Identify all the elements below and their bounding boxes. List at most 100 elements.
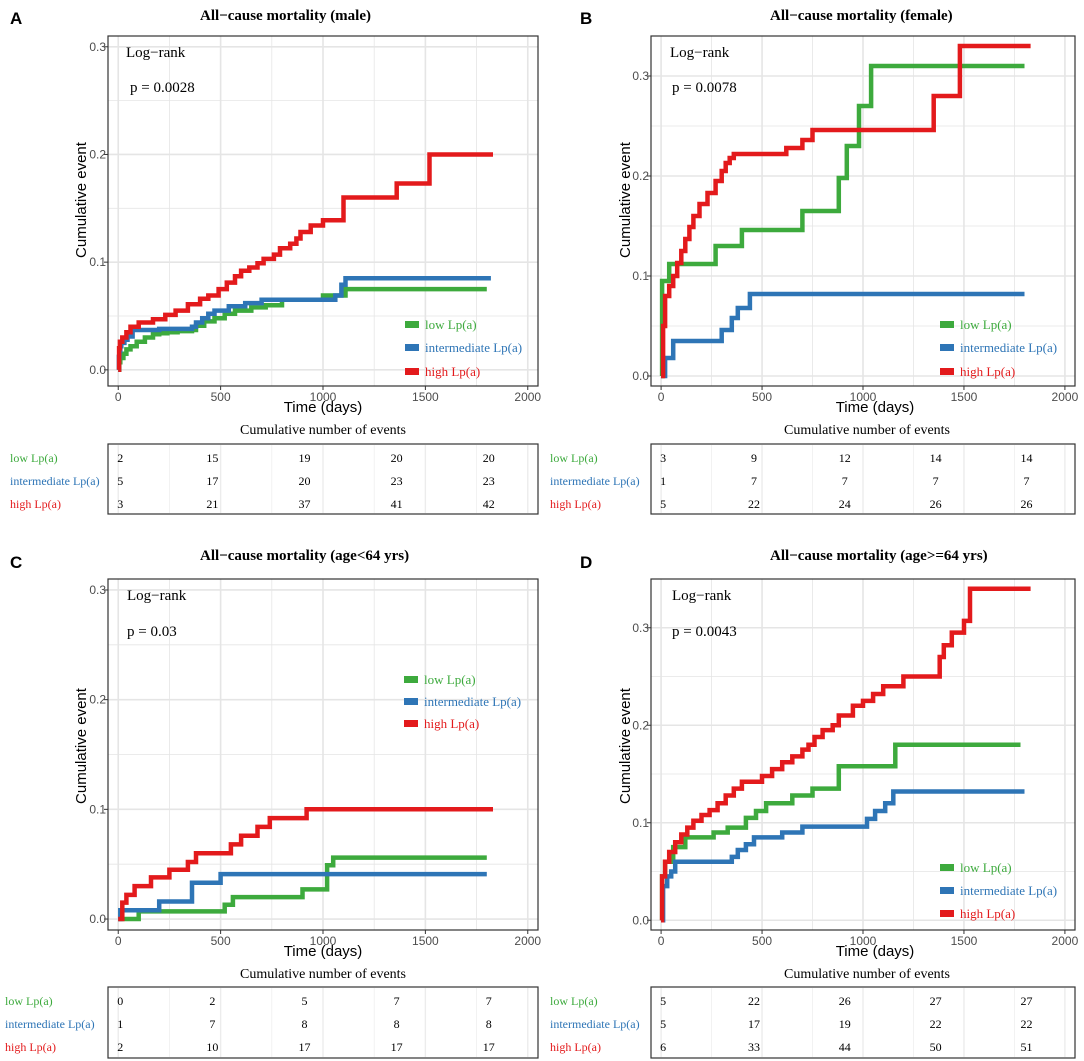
risk-cell: 6 [660,1040,666,1054]
risk-row-label-low: low Lp(a) [550,451,598,465]
panel-letter: B [580,9,592,28]
y-tick-label: 0.3 [632,621,649,635]
risk-cell: 50 [930,1040,942,1054]
legend: low Lp(a) intermediate Lp(a) high Lp(a) [940,860,1057,921]
risk-row-label-high: high Lp(a) [550,1040,601,1054]
y-tick-label: 0.1 [89,255,106,269]
y-tick-label: 0.3 [89,40,106,54]
risk-table-title: Cumulative number of events [240,967,406,982]
x-tick-label: 0 [658,390,665,404]
risk-cell: 7 [842,474,848,488]
series-line-intermediate [660,789,1025,923]
x-tick-label: 2000 [1052,390,1079,404]
legend: low Lp(a) intermediate Lp(a) high Lp(a) [405,317,522,379]
x-tick-label: 500 [211,390,231,404]
x-axis-label: Time (days) [284,943,363,960]
legend-label-low: low Lp(a) [960,860,1012,875]
x-tick-label: 1000 [310,934,337,948]
y-tick-label: 0.2 [89,147,106,161]
y-tick-label: 0.0 [89,912,106,926]
legend-label-high: high Lp(a) [424,716,479,731]
y-tick-label: 0.2 [632,169,649,183]
risk-cell: 7 [751,474,757,488]
risk-cell: 19 [299,451,311,465]
panel-d: D All−cause mortality (age>=64 yrs) 0 500 10… [550,548,1079,1059]
risk-cell: 26 [1021,497,1033,511]
x-tick-label: 1500 [951,934,978,948]
log-rank-label: Log−rank [126,45,186,61]
risk-cell: 5 [660,1017,666,1031]
risk-row-label-intermediate: intermediate Lp(a) [10,474,100,488]
series-line-low [118,855,487,922]
x-tick-label: 500 [211,934,231,948]
p-value-label: p = 0.03 [127,624,177,640]
panel-letter: A [10,9,22,28]
risk-cell: 3 [117,497,123,511]
risk-cell: 5 [660,994,666,1008]
gridlines [651,578,1075,930]
series-line-high [118,807,493,922]
log-rank-label: Log−rank [670,45,730,61]
risk-row-label-intermediate: intermediate Lp(a) [550,474,640,488]
risk-row-label-intermediate: intermediate Lp(a) [5,1017,95,1031]
y-tick-label: 0.2 [89,693,106,707]
risk-table: low Lp(a) 2 15 19 20 20 intermediate Lp(a) 5 17 2… [10,443,539,515]
risk-cell: 10 [206,1040,218,1054]
risk-cell: 23 [391,474,403,488]
risk-cell: 27 [930,994,942,1008]
legend-label-intermediate: intermediate Lp(a) [960,340,1057,355]
legend-label-low: low Lp(a) [960,317,1012,332]
legend-label-intermediate: intermediate Lp(a) [425,340,522,355]
risk-cell: 26 [930,497,942,511]
risk-cell: 17 [299,1040,311,1054]
legend-label-high: high Lp(a) [960,906,1015,921]
chart-title: All−cause mortality (male) [200,8,371,24]
risk-cell: 7 [933,474,939,488]
plot-border [650,578,1076,931]
risk-cell: 7 [394,994,400,1008]
legend-key-high [404,720,418,727]
y-tick-label: 0.3 [632,69,649,83]
x-tick-label: 1000 [850,390,877,404]
p-value-label: p = 0.0078 [672,80,737,96]
risk-cell: 33 [748,1040,760,1054]
risk-cell: 44 [839,1040,851,1054]
y-axis-label: Cumulative event [73,687,90,804]
risk-cell: 20 [299,474,311,488]
risk-cell: 19 [839,1017,851,1031]
legend-key-high [405,368,419,375]
risk-cell: 9 [751,451,757,465]
risk-cell: 41 [391,497,403,511]
risk-row-label-high: high Lp(a) [10,497,61,511]
series-line-high [660,43,1031,379]
log-rank-label: Log−rank [672,588,732,604]
x-tick-label: 1000 [310,390,337,404]
y-axis-label: Cumulative event [617,141,634,258]
legend-key-low [405,321,419,328]
chart-title: All−cause mortality (female) [770,8,953,24]
panel-letter: D [580,553,592,572]
risk-cell: 20 [391,451,403,465]
risk-cell: 27 [1021,994,1033,1008]
y-tick-label: 0.0 [632,369,649,383]
risk-row-label-high: high Lp(a) [550,497,601,511]
risk-cell: 8 [394,1017,400,1031]
risk-cell: 37 [299,497,311,511]
y-tick-label: 0.3 [89,583,106,597]
risk-cell: 1 [117,1017,123,1031]
legend-key-intermediate [404,698,418,705]
x-tick-label: 0 [115,390,122,404]
risk-cell: 8 [486,1017,492,1031]
y-axis-label: Cumulative event [73,141,90,258]
plot-border [107,578,539,931]
risk-cell: 2 [117,1040,123,1054]
y-tick-label: 0.1 [632,816,649,830]
x-tick-label: 500 [752,934,772,948]
x-tick-label: 1500 [951,390,978,404]
x-tick-label: 1500 [412,390,439,404]
chart-title: All−cause mortality (age>=64 yrs) [770,548,988,564]
risk-cell: 17 [391,1040,403,1054]
x-tick-label: 0 [115,934,122,948]
risk-cell: 22 [1021,1017,1033,1031]
